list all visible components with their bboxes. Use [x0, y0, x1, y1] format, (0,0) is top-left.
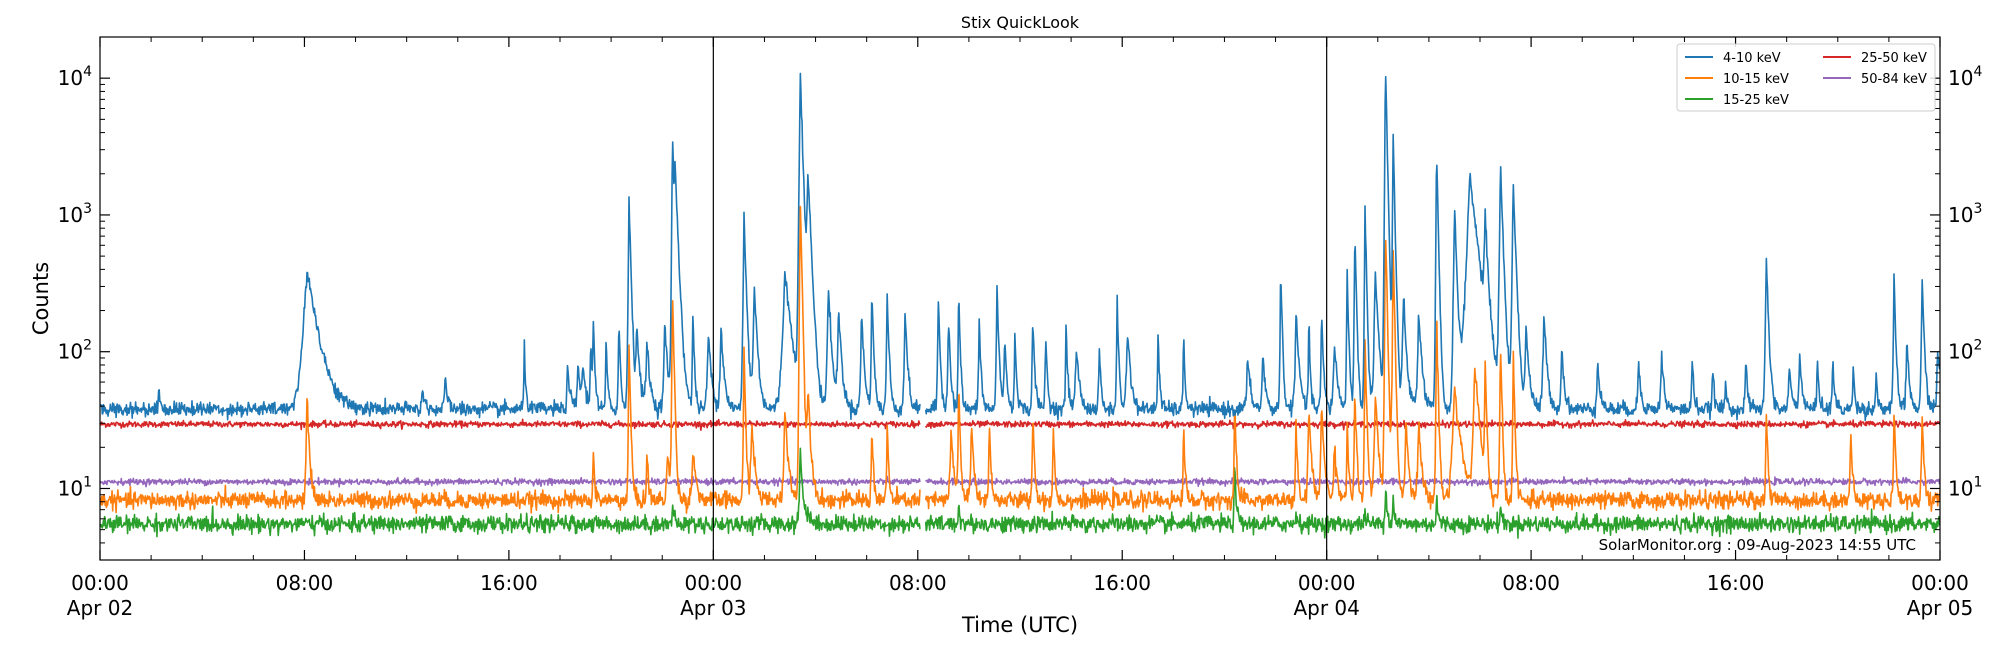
y-tick-label: 102	[58, 338, 92, 364]
legend: 4-10 keV 10-15 keV 15-25 keV 25-50 keV 50-84…	[1676, 43, 1936, 112]
credit-text: SolarMonitor.org : 09-Aug-2023 14:55 UTC	[1599, 536, 1916, 554]
x-axis-title: Time (UTC)	[961, 613, 1078, 637]
x-tick-label: 08:00	[1502, 571, 1560, 595]
x-tick-label: 00:00	[685, 571, 743, 595]
y-tick-label: 103	[1948, 201, 1982, 227]
x-tick-label: 00:00	[1911, 571, 1969, 595]
y-tick-label: 101	[58, 474, 92, 500]
y-tick-label: 101	[1948, 474, 1982, 500]
legend-label: 10-15 keV	[1723, 72, 1789, 87]
legend-label: 4-10 keV	[1723, 51, 1781, 66]
series-line-50-84-keV	[100, 475, 1940, 488]
series-line-10-15-keV	[100, 205, 1940, 514]
x-tick-date-label: Apr 02	[67, 596, 133, 620]
x-tick-label: 16:00	[1093, 571, 1151, 595]
x-tick-label: 00:00	[1298, 571, 1356, 595]
y-axis-left: 101 102 103 104	[58, 36, 110, 561]
legend-label: 25-50 keV	[1861, 51, 1927, 66]
y-tick-label: 104	[58, 64, 92, 90]
x-tick-date-label: Apr 04	[1293, 596, 1359, 620]
y-tick-label: 104	[1948, 64, 1982, 90]
series-line-15-25-keV	[100, 447, 1940, 539]
chart-title: Stix QuickLook	[961, 13, 1080, 32]
x-tick-label: 16:00	[1707, 571, 1765, 595]
y-axis-title: Counts	[29, 262, 53, 335]
y-axis-right: 101 102 103 104	[1930, 36, 1982, 561]
legend-label: 50-84 keV	[1861, 72, 1927, 87]
x-tick-label: 08:00	[889, 571, 947, 595]
y-tick-label: 102	[1948, 338, 1982, 364]
y-tick-label: 103	[58, 201, 92, 227]
legend-box	[1676, 43, 1936, 112]
x-tick-label: 00:00	[71, 571, 129, 595]
series-line-25-50-keV	[100, 418, 1940, 431]
x-tick-label: 08:00	[276, 571, 334, 595]
x-tick-date-label: Apr 05	[1907, 596, 1973, 620]
x-tick-date-label: Apr 03	[680, 596, 746, 620]
legend-label: 15-25 keV	[1723, 93, 1789, 108]
series-line-4-10-keV	[100, 72, 1940, 422]
plot-series	[100, 72, 1940, 539]
day-markers	[712, 37, 1328, 560]
x-tick-label: 16:00	[480, 571, 538, 595]
